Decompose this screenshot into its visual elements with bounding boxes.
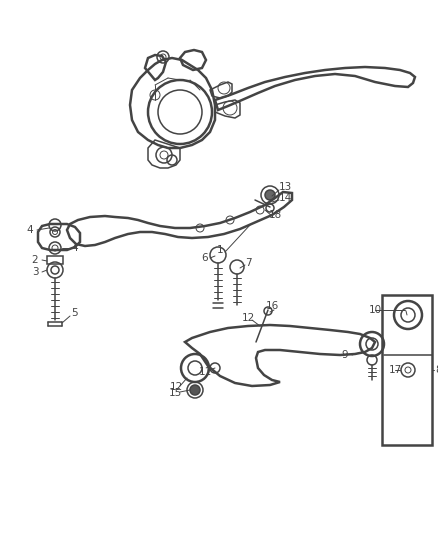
Text: 7: 7 (245, 258, 251, 268)
Circle shape (265, 190, 275, 200)
Text: 17: 17 (389, 365, 402, 375)
Circle shape (190, 385, 200, 395)
Bar (382, 295, 432, 445)
Text: 16: 16 (265, 301, 279, 311)
Text: 15: 15 (168, 388, 182, 398)
Text: 4: 4 (27, 225, 33, 235)
Text: 14: 14 (279, 193, 292, 203)
Text: 13: 13 (279, 182, 292, 192)
Text: 2: 2 (32, 255, 38, 265)
Text: 12: 12 (241, 313, 254, 323)
Text: 3: 3 (32, 267, 38, 277)
Text: 11: 11 (198, 367, 212, 377)
Text: 1: 1 (217, 245, 223, 255)
Text: 8: 8 (435, 365, 438, 375)
Text: 12: 12 (170, 382, 183, 392)
Text: 9: 9 (342, 350, 348, 360)
Text: 10: 10 (368, 305, 381, 315)
Text: 4: 4 (72, 243, 78, 253)
Text: 5: 5 (72, 308, 78, 318)
Text: 18: 18 (268, 210, 282, 220)
Text: 6: 6 (201, 253, 208, 263)
